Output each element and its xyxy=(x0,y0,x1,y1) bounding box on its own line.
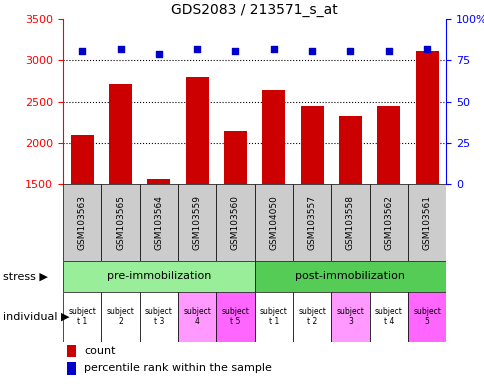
Text: count: count xyxy=(84,346,115,356)
Bar xyxy=(407,184,445,261)
Text: GSM103561: GSM103561 xyxy=(422,195,431,250)
Bar xyxy=(147,179,170,184)
Bar xyxy=(216,292,254,342)
Point xyxy=(116,46,124,52)
Bar xyxy=(338,116,361,184)
Point xyxy=(346,48,353,54)
Text: post-immobilization: post-immobilization xyxy=(295,271,405,281)
Text: subject
t 2: subject t 2 xyxy=(298,307,325,326)
Text: percentile rank within the sample: percentile rank within the sample xyxy=(84,363,272,373)
Bar xyxy=(139,292,178,342)
Text: subject
t 1: subject t 1 xyxy=(259,307,287,326)
Text: subject
t 1: subject t 1 xyxy=(68,307,96,326)
Point xyxy=(422,46,430,52)
Point xyxy=(307,48,315,54)
Bar xyxy=(63,292,101,342)
Point xyxy=(384,48,392,54)
Bar xyxy=(407,292,445,342)
Bar xyxy=(331,292,369,342)
Bar xyxy=(178,184,216,261)
Text: subject
t 4: subject t 4 xyxy=(374,307,402,326)
Bar xyxy=(185,77,208,184)
Bar xyxy=(109,84,132,184)
Text: subject
t 3: subject t 3 xyxy=(145,307,172,326)
Bar xyxy=(63,261,254,292)
Bar xyxy=(369,292,407,342)
Bar xyxy=(331,184,369,261)
Point xyxy=(193,46,200,52)
Bar xyxy=(101,184,139,261)
Text: GSM103562: GSM103562 xyxy=(383,195,393,250)
Text: GSM103563: GSM103563 xyxy=(77,195,87,250)
Text: GSM103558: GSM103558 xyxy=(345,195,354,250)
Bar xyxy=(254,261,445,292)
Text: GSM103564: GSM103564 xyxy=(154,195,163,250)
Bar xyxy=(101,292,139,342)
Bar xyxy=(369,184,407,261)
Bar xyxy=(254,184,292,261)
Bar xyxy=(262,90,285,184)
Bar xyxy=(292,184,331,261)
Text: subject
3: subject 3 xyxy=(336,307,363,326)
Point xyxy=(78,48,86,54)
Bar xyxy=(67,345,76,357)
Bar xyxy=(377,106,399,184)
Text: stress ▶: stress ▶ xyxy=(3,271,48,281)
Point xyxy=(269,46,277,52)
Title: GDS2083 / 213571_s_at: GDS2083 / 213571_s_at xyxy=(171,3,337,17)
Text: GSM103557: GSM103557 xyxy=(307,195,316,250)
Text: GSM103559: GSM103559 xyxy=(192,195,201,250)
Bar xyxy=(300,106,323,184)
Bar xyxy=(224,131,246,184)
Point xyxy=(154,51,162,57)
Text: subject
4: subject 4 xyxy=(183,307,211,326)
Text: GSM103565: GSM103565 xyxy=(116,195,125,250)
Bar xyxy=(216,184,254,261)
Bar xyxy=(254,292,292,342)
Bar xyxy=(67,362,76,375)
Text: subject
t 5: subject t 5 xyxy=(221,307,249,326)
Bar xyxy=(415,51,438,184)
Text: individual ▶: individual ▶ xyxy=(3,312,70,322)
Text: subject
2: subject 2 xyxy=(106,307,134,326)
Text: subject
5: subject 5 xyxy=(412,307,440,326)
Bar xyxy=(71,135,93,184)
Point xyxy=(231,48,239,54)
Bar xyxy=(178,292,216,342)
Text: GSM104050: GSM104050 xyxy=(269,195,278,250)
Text: GSM103560: GSM103560 xyxy=(230,195,240,250)
Text: pre-immobilization: pre-immobilization xyxy=(106,271,211,281)
Bar xyxy=(292,292,331,342)
Bar xyxy=(139,184,178,261)
Bar xyxy=(63,184,101,261)
